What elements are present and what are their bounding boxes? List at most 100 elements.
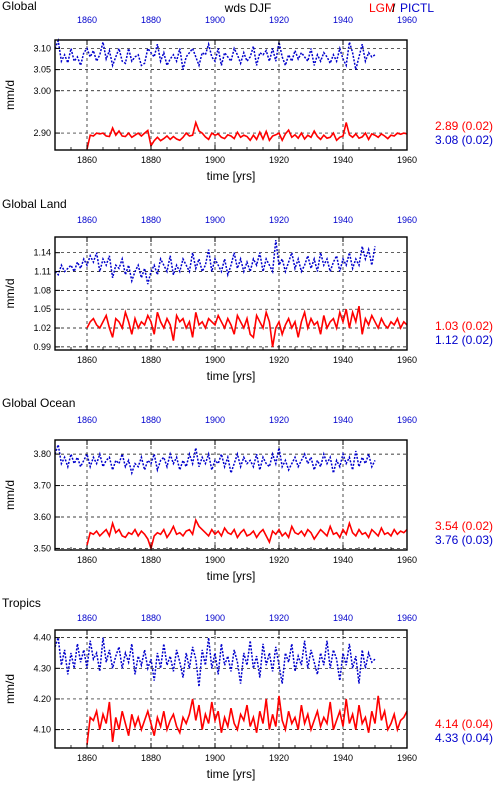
- x-tick-label: 1880: [141, 155, 161, 165]
- y-tick-label: 1.05: [33, 304, 51, 314]
- x-tick-label: 1900: [205, 355, 225, 365]
- y-tick-label: 4.30: [33, 663, 51, 673]
- top-x-tick-label: 1920: [269, 215, 289, 225]
- x-tick-label: 1960: [397, 753, 417, 763]
- y-tick-label: 4.20: [33, 694, 51, 704]
- lgm-stat: 1.03 (0.02): [435, 319, 493, 333]
- lgm-series-line: [86, 119, 408, 150]
- top-x-tick-label: 1860: [77, 613, 97, 623]
- plot-frame: [54, 629, 408, 749]
- y-axis-label: mm/d: [3, 80, 17, 110]
- x-axis-label: time [yrs]: [207, 569, 256, 583]
- top-x-tick-label: 1860: [77, 415, 97, 425]
- lgm-series-line: [86, 517, 408, 552]
- pictl-series-line: [54, 240, 376, 285]
- top-x-tick-label: 1940: [333, 613, 353, 623]
- y-tick-label: 3.10: [33, 43, 51, 53]
- y-tick-label: 3.60: [33, 512, 51, 522]
- panel-title: Tropics: [2, 596, 41, 610]
- y-tick-label: 2.90: [33, 128, 51, 138]
- top-x-tick-label: 1880: [141, 613, 161, 623]
- x-tick-label: 1920: [269, 753, 289, 763]
- y-tick-label: 1.11: [34, 267, 51, 277]
- pictl-stat: 3.08 (0.02): [435, 133, 493, 147]
- top-x-tick-label: 1920: [269, 613, 289, 623]
- y-tick-label: 3.50: [33, 543, 51, 553]
- top-x-tick-label: 1920: [269, 15, 289, 25]
- x-tick-label: 1920: [269, 355, 289, 365]
- pictl-series-line: [54, 444, 376, 476]
- top-x-tick-label: 1900: [205, 215, 225, 225]
- pictl-series-line: [54, 637, 376, 687]
- top-x-tick-label: 1880: [141, 215, 161, 225]
- y-tick-label: 1.02: [33, 323, 51, 333]
- y-axis-label: mm/d: [3, 674, 17, 704]
- y-tick-label: 3.00: [33, 86, 51, 96]
- top-x-tick-label: 1960: [397, 215, 417, 225]
- x-tick-label: 1920: [269, 155, 289, 165]
- x-axis-label: time [yrs]: [207, 767, 256, 781]
- lgm-series-line: [86, 695, 408, 745]
- y-tick-label: 4.10: [33, 725, 51, 735]
- pictl-stat: 4.33 (0.04): [435, 731, 493, 745]
- x-tick-label: 1880: [141, 555, 161, 565]
- y-tick-label: 3.80: [33, 449, 51, 459]
- y-tick-label: 3.05: [33, 65, 51, 75]
- chart-panel-1: Global Land 1860 1860 1880 1880 1900 1900 1920 1…: [2, 197, 493, 383]
- chart-panel-2: Global Ocean1860186018801880190019001920…: [2, 396, 493, 583]
- pictl-legend-label: PICTL: [400, 1, 434, 15]
- panel-title: Global Ocean: [2, 396, 75, 410]
- top-x-tick-label: 1900: [205, 15, 225, 25]
- x-tick-label: 1940: [333, 753, 353, 763]
- pictl-series-line: [54, 38, 376, 70]
- top-x-tick-label: 1960: [397, 15, 417, 25]
- pictl-stat: 1.12 (0.02): [435, 333, 493, 347]
- lgm-stat: 2.89 (0.02): [435, 119, 493, 133]
- top-x-tick-label: 1880: [141, 15, 161, 25]
- x-axis-label: time [yrs]: [207, 369, 256, 383]
- top-x-tick-label: 1960: [397, 613, 417, 623]
- y-axis-label: mm/d: [3, 480, 17, 510]
- y-tick-label: 4.40: [33, 633, 51, 643]
- x-tick-label: 1860: [77, 555, 97, 565]
- plot-frame: [54, 236, 408, 351]
- lgm-legend-label: LGM: [369, 1, 395, 15]
- top-x-tick-label: 1860: [77, 15, 97, 25]
- top-x-tick-label: 1940: [333, 415, 353, 425]
- y-tick-label: 0.99: [33, 342, 51, 352]
- panel-title: Global Land: [2, 197, 67, 211]
- y-tick-label: 1.14: [33, 248, 51, 258]
- chart-panel-3: Tropics 1860 1860 1880 1880 1900 1900 1920 1920 1…: [2, 596, 493, 781]
- lgm-series-line: [86, 305, 408, 348]
- chart-panel-0: Global 1860 1860 1880 1880 1900 1900 1920 1920 19…: [2, 0, 493, 183]
- legend-separator: /: [392, 1, 396, 15]
- x-tick-label: 1940: [333, 155, 353, 165]
- x-tick-label: 1920: [269, 555, 289, 565]
- x-tick-label: 1900: [205, 753, 225, 763]
- x-tick-label: 1860: [77, 155, 97, 165]
- lgm-stat: 4.14 (0.04): [435, 717, 493, 731]
- top-x-tick-label: 1960: [397, 415, 417, 425]
- x-tick-label: 1860: [77, 753, 97, 763]
- top-x-tick-label: 1900: [205, 415, 225, 425]
- x-tick-label: 1900: [205, 555, 225, 565]
- x-tick-label: 1860: [77, 355, 97, 365]
- panel-title: Global: [2, 0, 37, 13]
- pictl-stat: 3.76 (0.03): [435, 533, 493, 547]
- top-x-tick-label: 1860: [77, 215, 97, 225]
- x-tick-label: 1960: [397, 355, 417, 365]
- y-axis-label: mm/d: [3, 279, 17, 309]
- x-tick-label: 1880: [141, 753, 161, 763]
- figure-title: wds DJF: [224, 1, 272, 15]
- x-tick-label: 1880: [141, 355, 161, 365]
- top-x-tick-label: 1920: [269, 415, 289, 425]
- y-tick-label: 3.70: [33, 481, 51, 491]
- x-tick-label: 1960: [397, 155, 417, 165]
- top-x-tick-label: 1940: [333, 15, 353, 25]
- top-x-tick-label: 1900: [205, 613, 225, 623]
- lgm-stat: 3.54 (0.02): [435, 519, 493, 533]
- y-tick-label: 1.08: [33, 285, 51, 295]
- x-axis-label: time [yrs]: [207, 169, 256, 183]
- x-tick-label: 1940: [333, 555, 353, 565]
